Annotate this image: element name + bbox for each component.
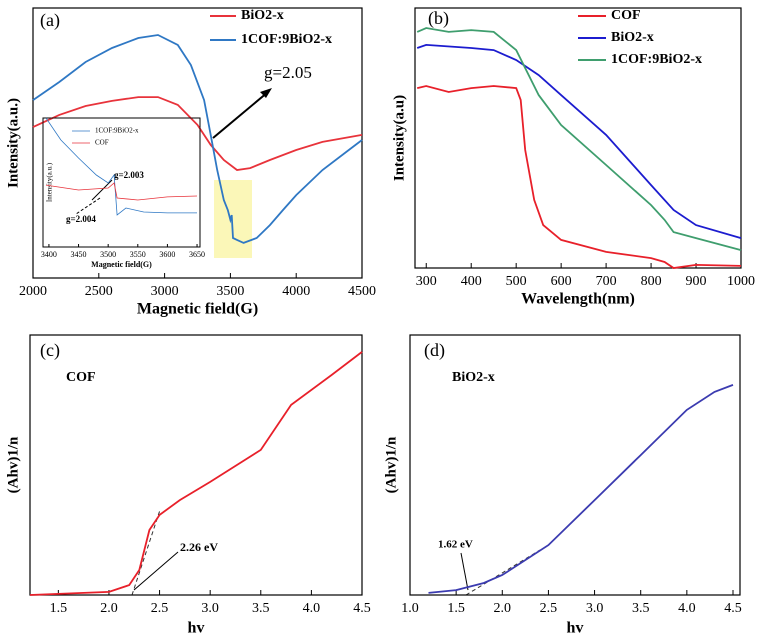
legend-label: 1COF:9BiO2-x xyxy=(241,32,332,47)
panel-label: (a) xyxy=(40,10,60,31)
x-tick-label: 300 xyxy=(416,274,437,289)
series-line xyxy=(32,96,363,171)
legend-label: COF xyxy=(611,8,641,23)
y-axis-label: (Ahv)1/n xyxy=(5,436,21,493)
series-line xyxy=(428,384,734,594)
x-tick-label: 900 xyxy=(686,274,707,289)
axes-frame xyxy=(42,117,201,248)
x-tick-label: 3000 xyxy=(151,284,179,299)
arrow xyxy=(212,91,269,139)
series-line xyxy=(416,27,742,251)
x-tick-label: 700 xyxy=(596,274,617,289)
panel-label: (b) xyxy=(428,8,449,29)
x-tick-label: 3.0 xyxy=(586,601,604,616)
x-tick-label: 3550 xyxy=(130,250,146,259)
axes-frame xyxy=(409,334,741,596)
panel-text: BiO2-x xyxy=(452,370,495,385)
series-line xyxy=(32,34,363,244)
legend-label: 1COF:9BiO2-x xyxy=(611,52,702,67)
legend-label: COF xyxy=(95,139,109,147)
x-tick-label: 4.5 xyxy=(724,601,742,616)
y-axis-label: Intensity(a.u) xyxy=(391,95,407,181)
x-tick-label: 3400 xyxy=(41,250,57,259)
legend-label: BiO2-x xyxy=(611,30,654,45)
x-tick-label: 3450 xyxy=(71,250,87,259)
axes-frame xyxy=(414,7,742,269)
annotation: g=2.004 xyxy=(66,214,96,224)
series-line xyxy=(29,351,363,596)
annotation: g=2.003 xyxy=(114,170,144,180)
x-tick-label: 1.5 xyxy=(50,601,68,616)
series-line xyxy=(45,182,198,201)
highlight xyxy=(214,180,252,258)
x-tick-label: 4000 xyxy=(282,284,310,299)
x-tick-label: 800 xyxy=(641,274,662,289)
x-tick-label: 4500 xyxy=(348,284,376,299)
x-tick-label: 400 xyxy=(461,274,482,289)
arrow xyxy=(91,179,113,201)
x-tick-label: 3650 xyxy=(189,250,205,259)
x-tick-label: 3500 xyxy=(216,284,244,299)
x-tick-label: 600 xyxy=(551,274,572,289)
inset-background xyxy=(42,117,201,248)
x-tick-label: 4.5 xyxy=(353,601,371,616)
x-axis-label: Magnetic field(G) xyxy=(137,301,258,318)
x-tick-label: 2.0 xyxy=(494,601,512,616)
axes-frame xyxy=(29,334,363,596)
x-tick-label: 2500 xyxy=(85,284,113,299)
x-tick-label: 4.0 xyxy=(303,601,321,616)
legend-label: 1COF:9BiO2-x xyxy=(95,127,139,135)
panel-label: (c) xyxy=(40,340,60,361)
axes-frame xyxy=(32,7,363,279)
x-tick-label: 500 xyxy=(506,274,527,289)
x-axis-label: hv xyxy=(188,620,205,635)
x-axis-label: Magnetic field(G) xyxy=(91,260,152,269)
arrow xyxy=(460,552,469,591)
x-tick-label: 2000 xyxy=(19,284,47,299)
series-line xyxy=(45,117,197,216)
series-line xyxy=(416,43,742,239)
y-axis-label: (Ahv)1/n xyxy=(383,436,399,493)
x-tick-label: 3600 xyxy=(159,250,175,259)
arrow-head xyxy=(260,88,272,98)
annotation: 1.62 eV xyxy=(438,539,473,551)
x-tick-label: 3.5 xyxy=(632,601,650,616)
y-axis-label: Intensity(a.u.) xyxy=(46,162,54,202)
x-tick-label: 3.0 xyxy=(201,601,219,616)
x-tick-label: 1000 xyxy=(727,274,755,289)
x-tick-label: 1.0 xyxy=(401,601,419,616)
x-tick-label: 4.0 xyxy=(678,601,696,616)
panel-label: (d) xyxy=(424,340,445,361)
annotation: g=2.05 xyxy=(264,63,312,82)
x-tick-label: 1.5 xyxy=(447,601,465,616)
x-tick-label: 2.5 xyxy=(540,601,558,616)
tangent xyxy=(131,509,161,596)
series-line xyxy=(416,85,742,269)
y-axis-label: Intensity(a.u.) xyxy=(5,98,21,188)
x-tick-label: 2.5 xyxy=(151,601,169,616)
x-axis-label: Wavelength(nm) xyxy=(521,291,635,308)
annotation: 2.26 eV xyxy=(180,540,218,554)
legend-label: BiO2-x xyxy=(241,8,284,23)
x-axis-label: hv xyxy=(567,620,584,635)
x-tick-label: 3500 xyxy=(100,250,116,259)
panel-text: COF xyxy=(66,370,96,385)
x-tick-label: 3.5 xyxy=(252,601,270,616)
arrow xyxy=(133,551,179,591)
x-tick-label: 2.0 xyxy=(100,601,118,616)
